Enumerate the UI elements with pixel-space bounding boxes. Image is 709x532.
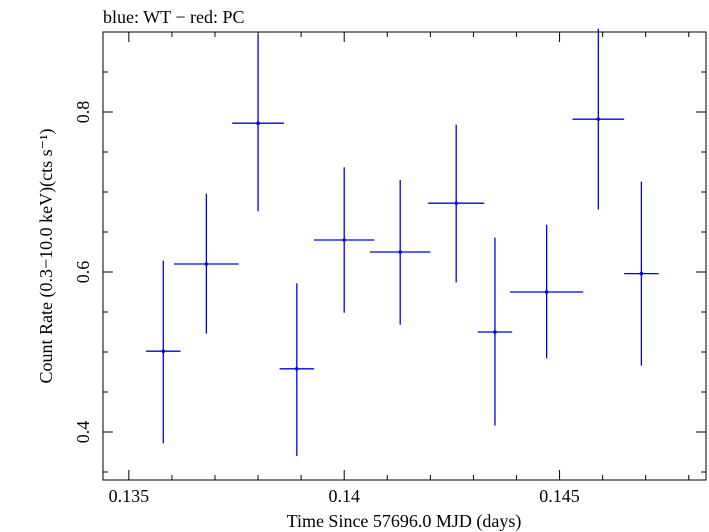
x-axis-label: Time Since 57696.0 MJD (days)	[287, 511, 522, 532]
data-marker	[204, 262, 209, 266]
data-marker	[544, 290, 549, 294]
data-marker	[295, 367, 299, 371]
data-marker	[639, 271, 644, 276]
chart-title: blue: WT − red: PC	[103, 7, 244, 27]
data-point	[370, 180, 431, 325]
x-tick-label: 0.135	[109, 486, 150, 506]
plot-frame	[102, 31, 707, 481]
data-marker	[256, 121, 260, 125]
data-marker	[454, 201, 458, 205]
y-tick-label: 0.8	[73, 101, 93, 124]
data-point	[146, 260, 181, 444]
data-marker	[596, 117, 601, 121]
x-tick-label: 0.145	[539, 486, 580, 506]
y-tick-label: 0.4	[73, 421, 93, 444]
data-point	[428, 124, 485, 283]
y-tick-label: 0.6	[73, 261, 93, 284]
y-axis-ticks: 0.4 0.6 0.8	[73, 31, 706, 473]
data-point	[624, 181, 659, 366]
x-axis-ticks: 0.135 0.14 0.145	[109, 32, 690, 506]
data-marker	[493, 330, 497, 334]
data-point	[477, 237, 513, 426]
data-point	[510, 224, 584, 359]
data-marker	[398, 250, 402, 254]
x-tick-label: 0.14	[328, 486, 360, 506]
data-marker	[161, 349, 166, 354]
data-point	[279, 283, 315, 456]
data-points	[146, 28, 659, 456]
y-axis-label: Count Rate (0.3−10.0 keV)(cts s⁻¹)	[36, 128, 57, 383]
data-point	[174, 193, 239, 334]
data-marker	[342, 238, 347, 242]
data-point	[314, 167, 375, 313]
data-point	[572, 28, 625, 210]
data-point	[232, 35, 284, 212]
